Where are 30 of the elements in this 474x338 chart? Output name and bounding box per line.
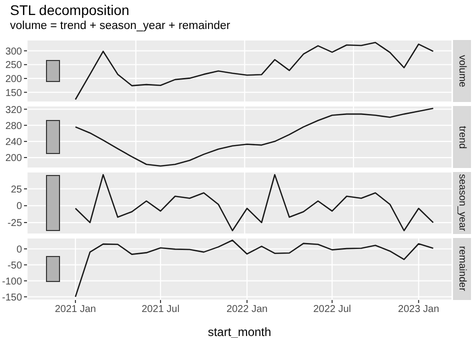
y-tick-label: 200 — [5, 74, 22, 86]
y-tick-label: 0 — [16, 201, 22, 212]
text: season_year — [456, 174, 468, 232]
line-series — [74, 42, 434, 100]
line-series — [74, 108, 434, 167]
chart-title: STL decomposition — [10, 1, 130, 19]
y-tick-label: 250 — [5, 60, 22, 72]
x-tick-label: 2021 Jan — [54, 304, 96, 316]
line-series — [74, 174, 434, 232]
y-tick-label: 150 — [5, 88, 22, 99]
line-series — [74, 240, 434, 298]
y-tick-label: -50 — [8, 260, 22, 272]
y-tick-label: 200 — [5, 153, 22, 164]
y-tick-label: 280 — [5, 120, 22, 132]
chart-subtitle: volume = trend + season_year + remainder — [10, 19, 232, 34]
x-tick-label: 2021 Jul — [142, 304, 180, 316]
x-tick-label: 2022 Jan — [226, 304, 268, 316]
y-tick-label: 240 — [5, 136, 22, 148]
x-tick-label: 2023 Jan — [398, 304, 440, 316]
x-tick-label: 2022 Jul — [313, 304, 352, 316]
y-tick-label: 300 — [5, 46, 22, 58]
y-tick-label: 320 — [5, 104, 22, 116]
text: trend — [456, 126, 468, 148]
y-tick-label: 0 — [16, 244, 22, 256]
y-tick-label: 25 — [10, 184, 22, 196]
y-tick-label: -150 — [2, 292, 22, 304]
y-tick-label: -25 — [8, 218, 22, 230]
text: remainder — [456, 246, 468, 292]
y-tick-label: -100 — [2, 276, 22, 288]
text: volume — [456, 54, 468, 88]
